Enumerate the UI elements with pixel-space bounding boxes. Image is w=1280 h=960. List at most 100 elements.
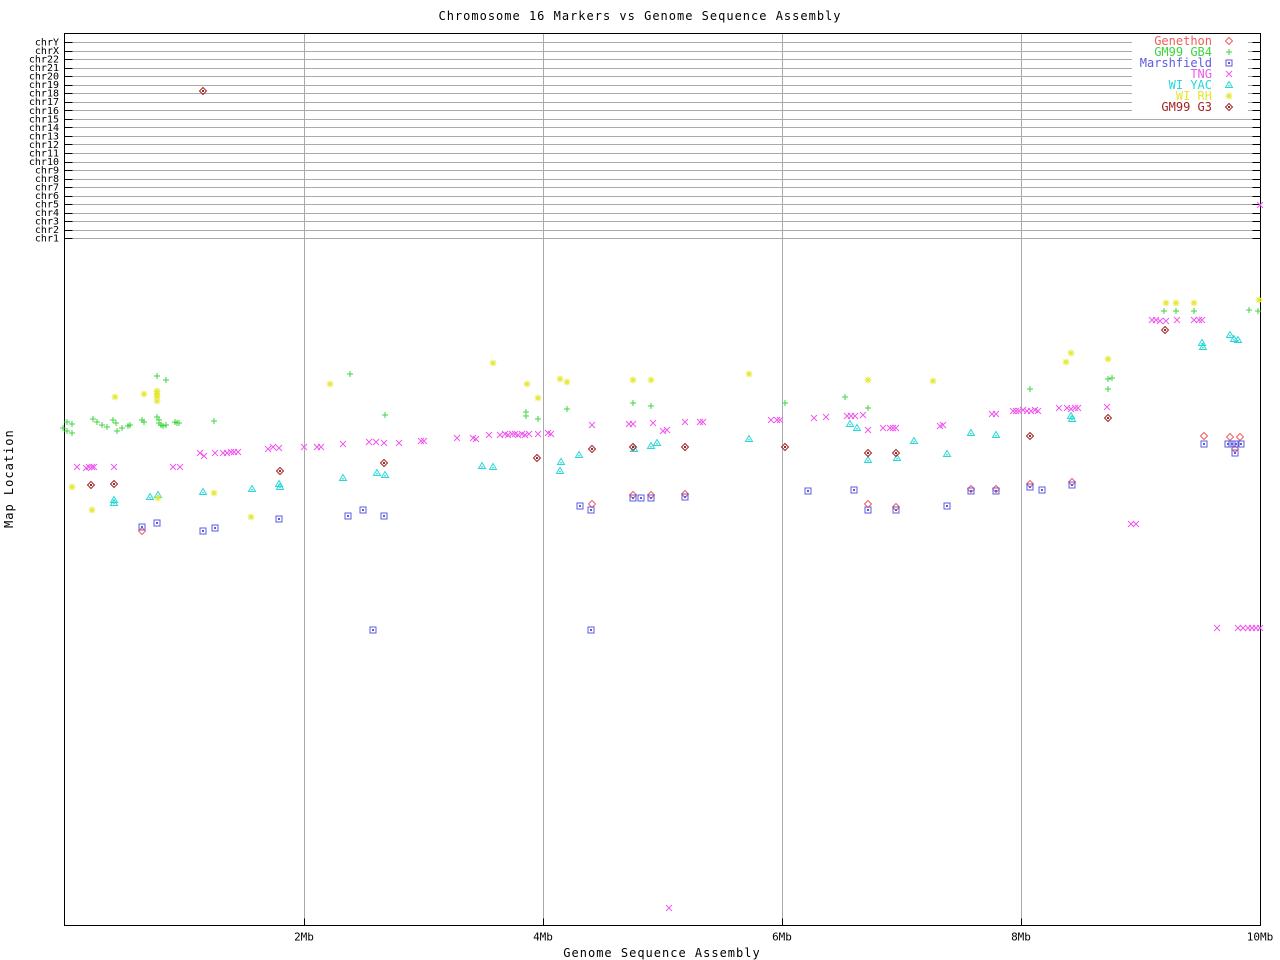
data-point bbox=[485, 431, 493, 439]
data-point-dot bbox=[632, 446, 634, 448]
data-point bbox=[1066, 411, 1076, 419]
data-point bbox=[628, 442, 638, 452]
data-point bbox=[1225, 330, 1235, 338]
data-point bbox=[1229, 334, 1239, 342]
data-point bbox=[1062, 358, 1070, 366]
data-point bbox=[629, 494, 637, 502]
data-point-dot bbox=[748, 439, 750, 441]
data-point bbox=[967, 487, 975, 495]
data-point bbox=[1055, 404, 1063, 412]
data-point-dot bbox=[1228, 85, 1230, 87]
x-tick-label-10mb: 10Mb bbox=[1247, 931, 1274, 944]
data-point bbox=[1200, 440, 1208, 448]
data-point bbox=[69, 421, 75, 427]
data-point-dot bbox=[383, 515, 385, 517]
data-point bbox=[380, 512, 388, 520]
data-point bbox=[247, 484, 257, 492]
data-point bbox=[886, 424, 894, 432]
data-point-dot bbox=[1229, 335, 1231, 337]
data-point bbox=[211, 418, 217, 424]
data-point bbox=[1109, 375, 1115, 381]
data-point bbox=[154, 373, 160, 379]
data-point bbox=[380, 439, 388, 447]
data-point-dot bbox=[1071, 419, 1073, 421]
data-point bbox=[1027, 386, 1033, 392]
data-point bbox=[1038, 486, 1046, 494]
data-point-dot bbox=[784, 446, 786, 448]
data-point bbox=[109, 498, 119, 506]
data-point bbox=[420, 437, 428, 445]
data-point bbox=[137, 526, 147, 536]
data-point bbox=[1255, 308, 1261, 314]
data-point bbox=[488, 462, 498, 470]
data-point-dot bbox=[590, 629, 592, 631]
legend-entry-gm99-gb4: GM99 GB4 bbox=[1154, 45, 1232, 59]
data-point bbox=[1067, 414, 1077, 422]
data-point bbox=[943, 502, 951, 510]
data-point-dot bbox=[913, 441, 915, 443]
data-point bbox=[64, 419, 70, 425]
data-point bbox=[1231, 449, 1239, 457]
data-point-dot bbox=[1228, 62, 1230, 64]
data-point bbox=[696, 418, 704, 426]
series-marshfield bbox=[138, 440, 1245, 634]
data-point-dot bbox=[202, 492, 204, 494]
data-point bbox=[1071, 404, 1079, 412]
data-point bbox=[1034, 407, 1042, 415]
data-point bbox=[564, 406, 570, 412]
data-point-dot bbox=[536, 457, 538, 459]
data-point bbox=[94, 419, 100, 425]
y-tick-label-chr22: chr22 bbox=[29, 55, 59, 66]
data-point bbox=[1162, 299, 1170, 307]
data-point bbox=[153, 397, 161, 405]
data-point-dot bbox=[279, 470, 281, 472]
data-point bbox=[1195, 316, 1203, 324]
data-point-dot bbox=[1041, 489, 1043, 491]
data-point bbox=[534, 430, 542, 438]
data-point bbox=[863, 499, 873, 509]
data-point bbox=[145, 492, 155, 500]
data-point bbox=[199, 527, 207, 535]
data-point bbox=[744, 434, 754, 442]
data-point bbox=[60, 425, 66, 431]
data-point bbox=[864, 376, 872, 384]
data-point bbox=[745, 370, 753, 378]
y-tick-label-chry: chrY bbox=[35, 38, 59, 49]
data-point bbox=[680, 442, 690, 452]
data-point-dot bbox=[1029, 486, 1031, 488]
data-point bbox=[1152, 316, 1160, 324]
data-point bbox=[1015, 407, 1023, 415]
data-point bbox=[169, 463, 177, 471]
data-point-dot bbox=[141, 526, 143, 528]
data-point-dot bbox=[384, 475, 386, 477]
data-point bbox=[90, 463, 98, 471]
data-point bbox=[889, 424, 897, 432]
data-point bbox=[372, 468, 382, 476]
data-point bbox=[991, 430, 1001, 438]
data-point-dot bbox=[995, 490, 997, 492]
data-point-dot bbox=[970, 490, 972, 492]
y-tick-label-chr8: chr8 bbox=[35, 174, 59, 185]
data-point bbox=[196, 449, 204, 457]
data-point-dot bbox=[202, 530, 204, 532]
data-point bbox=[780, 442, 790, 452]
data-point bbox=[1213, 624, 1221, 632]
data-point bbox=[1103, 413, 1113, 423]
data-point-dot bbox=[362, 509, 364, 511]
data-point bbox=[1239, 624, 1247, 632]
data-point bbox=[365, 438, 373, 446]
series-wi-rh bbox=[68, 296, 1263, 521]
data-point bbox=[863, 448, 873, 458]
data-point bbox=[211, 524, 219, 532]
data-point-dot bbox=[1201, 343, 1203, 345]
legend-label: GM99 G3 bbox=[1161, 100, 1212, 114]
data-point bbox=[198, 86, 208, 96]
data-point bbox=[681, 493, 689, 501]
y-tick-label-chr4: chr4 bbox=[35, 208, 59, 219]
y-tick-label-chr12: chr12 bbox=[29, 140, 59, 151]
data-point bbox=[138, 523, 146, 531]
data-point bbox=[211, 449, 219, 457]
data-point bbox=[69, 430, 75, 436]
series-gm99-g3 bbox=[86, 86, 1170, 490]
data-point bbox=[587, 506, 595, 514]
